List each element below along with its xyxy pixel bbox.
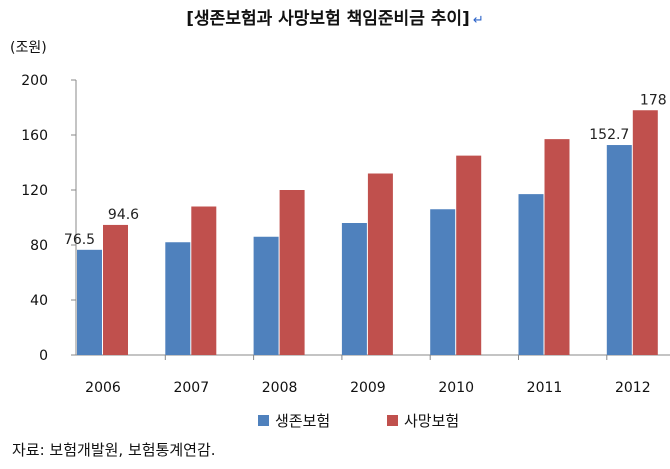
chart-title: [생존보험과 사망보험 책임준비금 추이] ↵ — [0, 4, 670, 29]
bar-series-2-2008 — [279, 190, 305, 355]
x-tick-label: 2012 — [615, 380, 651, 396]
data-label: 152.7 — [589, 127, 629, 143]
bar-series-2-2010 — [456, 155, 482, 355]
x-tick-label: 2010 — [438, 380, 474, 396]
bar-series-2-2011 — [544, 139, 570, 355]
data-label: 76.5 — [64, 232, 95, 248]
bar-series-2-2006 — [103, 224, 128, 355]
y-tick-label: 120 — [21, 183, 48, 199]
x-tick-label: 2011 — [527, 380, 563, 396]
data-label: 178 — [640, 92, 667, 108]
data-labels: 76.5 152.7 94.6 178 — [64, 92, 667, 248]
legend-item-series-2: 사망보험 — [387, 410, 459, 431]
bar-series-1-2010 — [430, 209, 456, 355]
bar-series-2-2009 — [367, 173, 393, 355]
chart-title-text: [생존보험과 사망보험 책임준비금 추이] — [186, 9, 470, 29]
legend-swatch-blue — [258, 415, 269, 426]
legend-label: 생존보험 — [275, 412, 331, 430]
y-tick-label: 80 — [30, 238, 48, 254]
legend-swatch-red — [387, 415, 398, 426]
source-note: 자료: 보험개발원, 보험통계연감. — [12, 441, 216, 459]
y-axis-unit-label: (조원) — [10, 40, 47, 56]
bar-chart: 0 40 80 120 160 200 2006 2007 2008 2009 2010 2011 20… — [21, 73, 670, 396]
return-mark: ↵ — [472, 13, 484, 28]
y-tick-label: 0 — [39, 348, 48, 364]
x-tick-label: 2006 — [85, 380, 121, 396]
bar-series-1-2008 — [253, 236, 279, 355]
bar-series-1-2012 — [606, 145, 632, 355]
bar-series-1-2009 — [341, 223, 367, 355]
bar-series-1-2007 — [165, 242, 191, 355]
legend-label: 사망보험 — [404, 412, 460, 430]
bar-series-2-2012 — [632, 110, 658, 355]
y-tick-label: 200 — [21, 73, 48, 89]
legend: 생존보험 사망보험 — [0, 410, 670, 436]
x-tick-label: 2008 — [262, 380, 298, 396]
data-label: 94.6 — [108, 207, 139, 223]
y-tick-label: 160 — [21, 128, 48, 144]
legend-item-series-1: 생존보험 — [258, 410, 330, 431]
bars — [77, 110, 658, 355]
x-tick-label: 2007 — [173, 380, 209, 396]
bar-series-2-2007 — [191, 206, 217, 355]
y-tick-label: 40 — [30, 293, 48, 309]
bar-series-1-2006 — [77, 249, 102, 355]
x-tick-label: 2009 — [350, 380, 386, 396]
bar-series-1-2011 — [518, 194, 544, 355]
